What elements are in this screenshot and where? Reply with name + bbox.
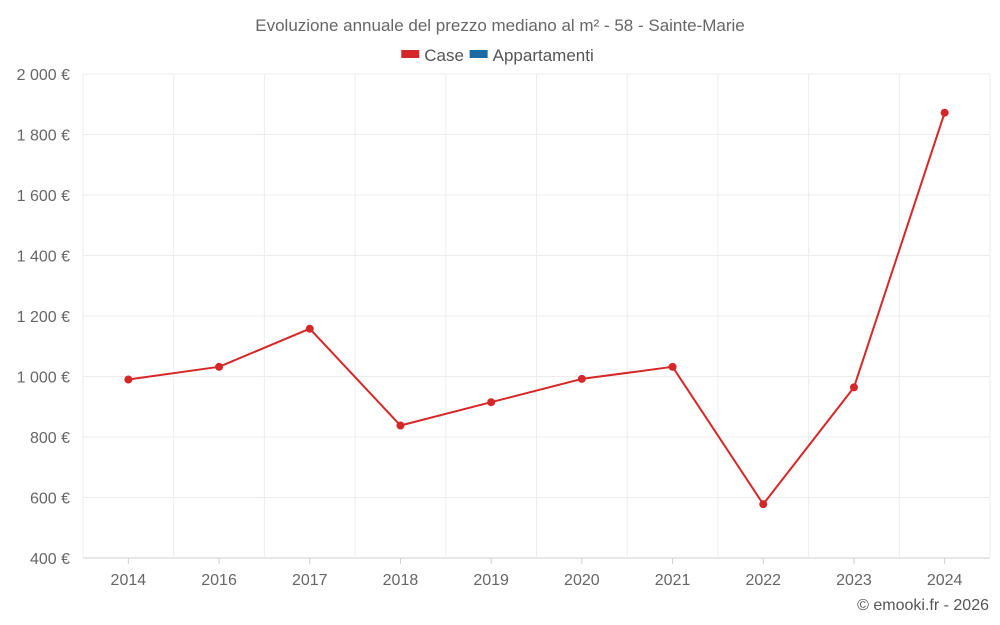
x-tick-label: 2021 xyxy=(655,572,691,589)
series-layer xyxy=(124,108,949,509)
x-tick-label: 2022 xyxy=(745,572,781,589)
x-tick-label: 2024 xyxy=(927,572,963,589)
y-tick-label: 1 400 € xyxy=(17,249,70,266)
grid xyxy=(82,73,991,559)
x-tick-label: 2020 xyxy=(564,572,600,589)
data-point[interactable] xyxy=(577,374,586,383)
data-point[interactable] xyxy=(668,362,677,371)
data-point[interactable] xyxy=(487,398,496,407)
data-point[interactable] xyxy=(759,500,768,509)
y-tick-label: 1 800 € xyxy=(17,128,70,145)
y-tick-label: 1 600 € xyxy=(17,188,70,205)
y-axis-ticks: 400 € 600 € 800 € 1 000 € 1 200 € 1 400 € 1 60… xyxy=(17,67,70,568)
data-point[interactable] xyxy=(305,324,314,333)
data-point[interactable] xyxy=(849,383,858,392)
y-tick-label: 800 € xyxy=(30,430,70,447)
chart-title: Evoluzione annuale del prezzo mediano al… xyxy=(255,16,744,35)
legend-label: Case xyxy=(424,46,464,65)
y-tick-label: 600 € xyxy=(30,491,70,508)
data-point[interactable] xyxy=(940,108,949,117)
series-line-case xyxy=(128,112,946,506)
y-tick-label: 400 € xyxy=(30,551,70,568)
y-tick-label: 1 200 € xyxy=(17,309,70,326)
legend: Case Appartamenti xyxy=(401,46,594,65)
credit-text: © emooki.fr - 2026 xyxy=(857,597,989,614)
data-point[interactable] xyxy=(215,362,224,371)
legend-swatch xyxy=(469,50,488,58)
legend-label: Appartamenti xyxy=(493,46,594,65)
legend-swatch xyxy=(401,50,420,58)
x-tick-label: 2017 xyxy=(292,572,328,589)
legend-item-appartamenti[interactable]: Appartamenti xyxy=(469,46,594,65)
legend-item-case[interactable]: Case xyxy=(401,46,464,65)
x-tick-label: 2023 xyxy=(836,572,872,589)
x-axis-ticks: 2014 2016 2017 2018 2019 2020 2021 2022 2023 2024 xyxy=(111,558,963,589)
data-point[interactable] xyxy=(396,421,405,430)
x-tick-label: 2014 xyxy=(111,572,147,589)
y-tick-label: 2 000 € xyxy=(17,67,70,84)
x-tick-label: 2016 xyxy=(201,572,237,589)
y-tick-label: 1 000 € xyxy=(17,370,70,387)
data-point[interactable] xyxy=(124,375,133,384)
x-tick-label: 2018 xyxy=(383,572,419,589)
x-tick-label: 2019 xyxy=(473,572,509,589)
